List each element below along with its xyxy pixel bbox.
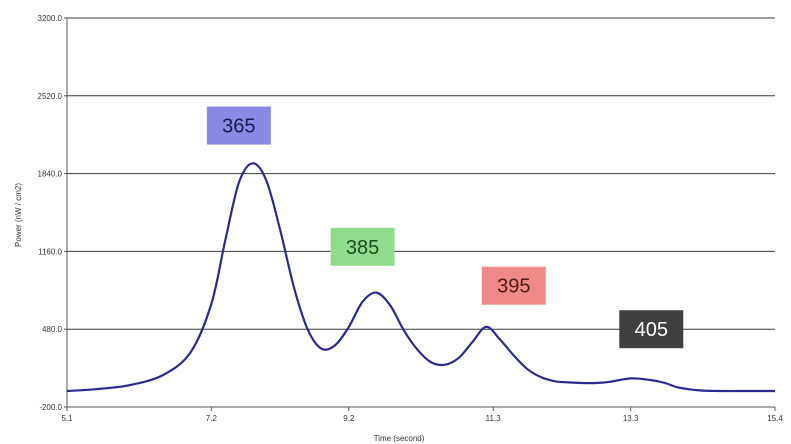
y-tick-label: 3200.0 bbox=[38, 14, 63, 23]
peak-label-text: 395 bbox=[497, 276, 530, 298]
grid-lines bbox=[67, 17, 775, 408]
peak-label-385: 385 bbox=[330, 227, 395, 266]
peak-label-text: 405 bbox=[635, 319, 668, 341]
peak-label-text: 365 bbox=[222, 116, 255, 138]
peak-labels: 365 385 395 405 bbox=[206, 106, 684, 349]
peak-label-405: 405 bbox=[619, 310, 684, 349]
series-line bbox=[66, 162, 775, 393]
peak-label-box bbox=[330, 227, 395, 266]
peak-label-box bbox=[481, 266, 546, 305]
x-tick-label: 15.4 bbox=[767, 414, 783, 423]
peak-label-box bbox=[619, 310, 684, 349]
x-tick-labels: 5.1 7.2 9.2 11.3 13.3 15.4 bbox=[61, 414, 783, 423]
peak-label-395: 395 bbox=[481, 266, 546, 305]
x-tick-label: 13.3 bbox=[623, 414, 639, 423]
y-tick-labels: 3200.0 2520.0 1840.0 1160.0 480.0 -200.0 bbox=[38, 14, 63, 412]
peak-label-box bbox=[206, 106, 271, 145]
axes bbox=[64, 17, 776, 411]
y-tick-label: 2520.0 bbox=[38, 92, 63, 101]
peak-label-text: 385 bbox=[346, 237, 379, 259]
y-tick-label: -200.0 bbox=[39, 403, 62, 412]
series-layer bbox=[66, 162, 775, 393]
x-tick-label: 11.3 bbox=[486, 414, 502, 423]
x-tick-label: 5.1 bbox=[61, 414, 73, 423]
y-tick-label: 1160.0 bbox=[38, 247, 62, 256]
x-tick-label: 7.2 bbox=[206, 414, 218, 423]
x-tick-label: 9.2 bbox=[343, 414, 355, 423]
y-axis-title: Power (nW / cm2) bbox=[14, 183, 23, 247]
y-tick-label: 1840.0 bbox=[38, 170, 63, 179]
peak-label-365: 365 bbox=[206, 106, 271, 145]
x-axis-title: Time (second) bbox=[374, 434, 425, 443]
y-tick-label: 480.0 bbox=[42, 325, 63, 334]
